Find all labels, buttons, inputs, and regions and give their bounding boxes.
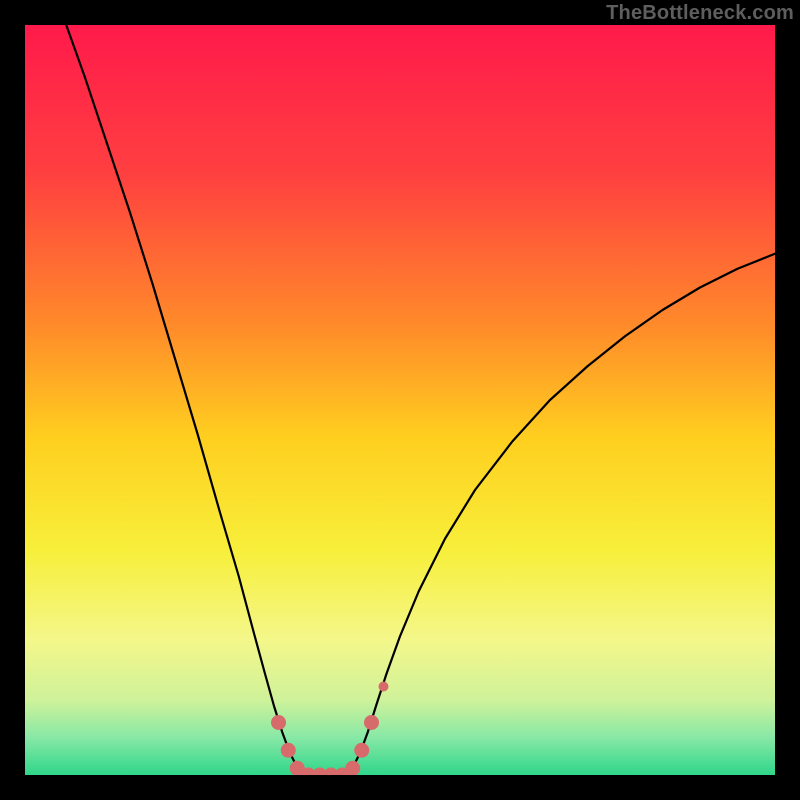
valley-marker: [271, 715, 286, 730]
valley-marker: [281, 743, 296, 758]
watermark-text: TheBottleneck.com: [606, 2, 794, 25]
plot-background: [25, 25, 775, 775]
valley-marker: [354, 743, 369, 758]
valley-marker: [364, 715, 379, 730]
bottleneck-curve-plot: [25, 25, 775, 775]
chart-canvas: TheBottleneck.com: [0, 0, 800, 800]
valley-marker: [379, 682, 389, 692]
